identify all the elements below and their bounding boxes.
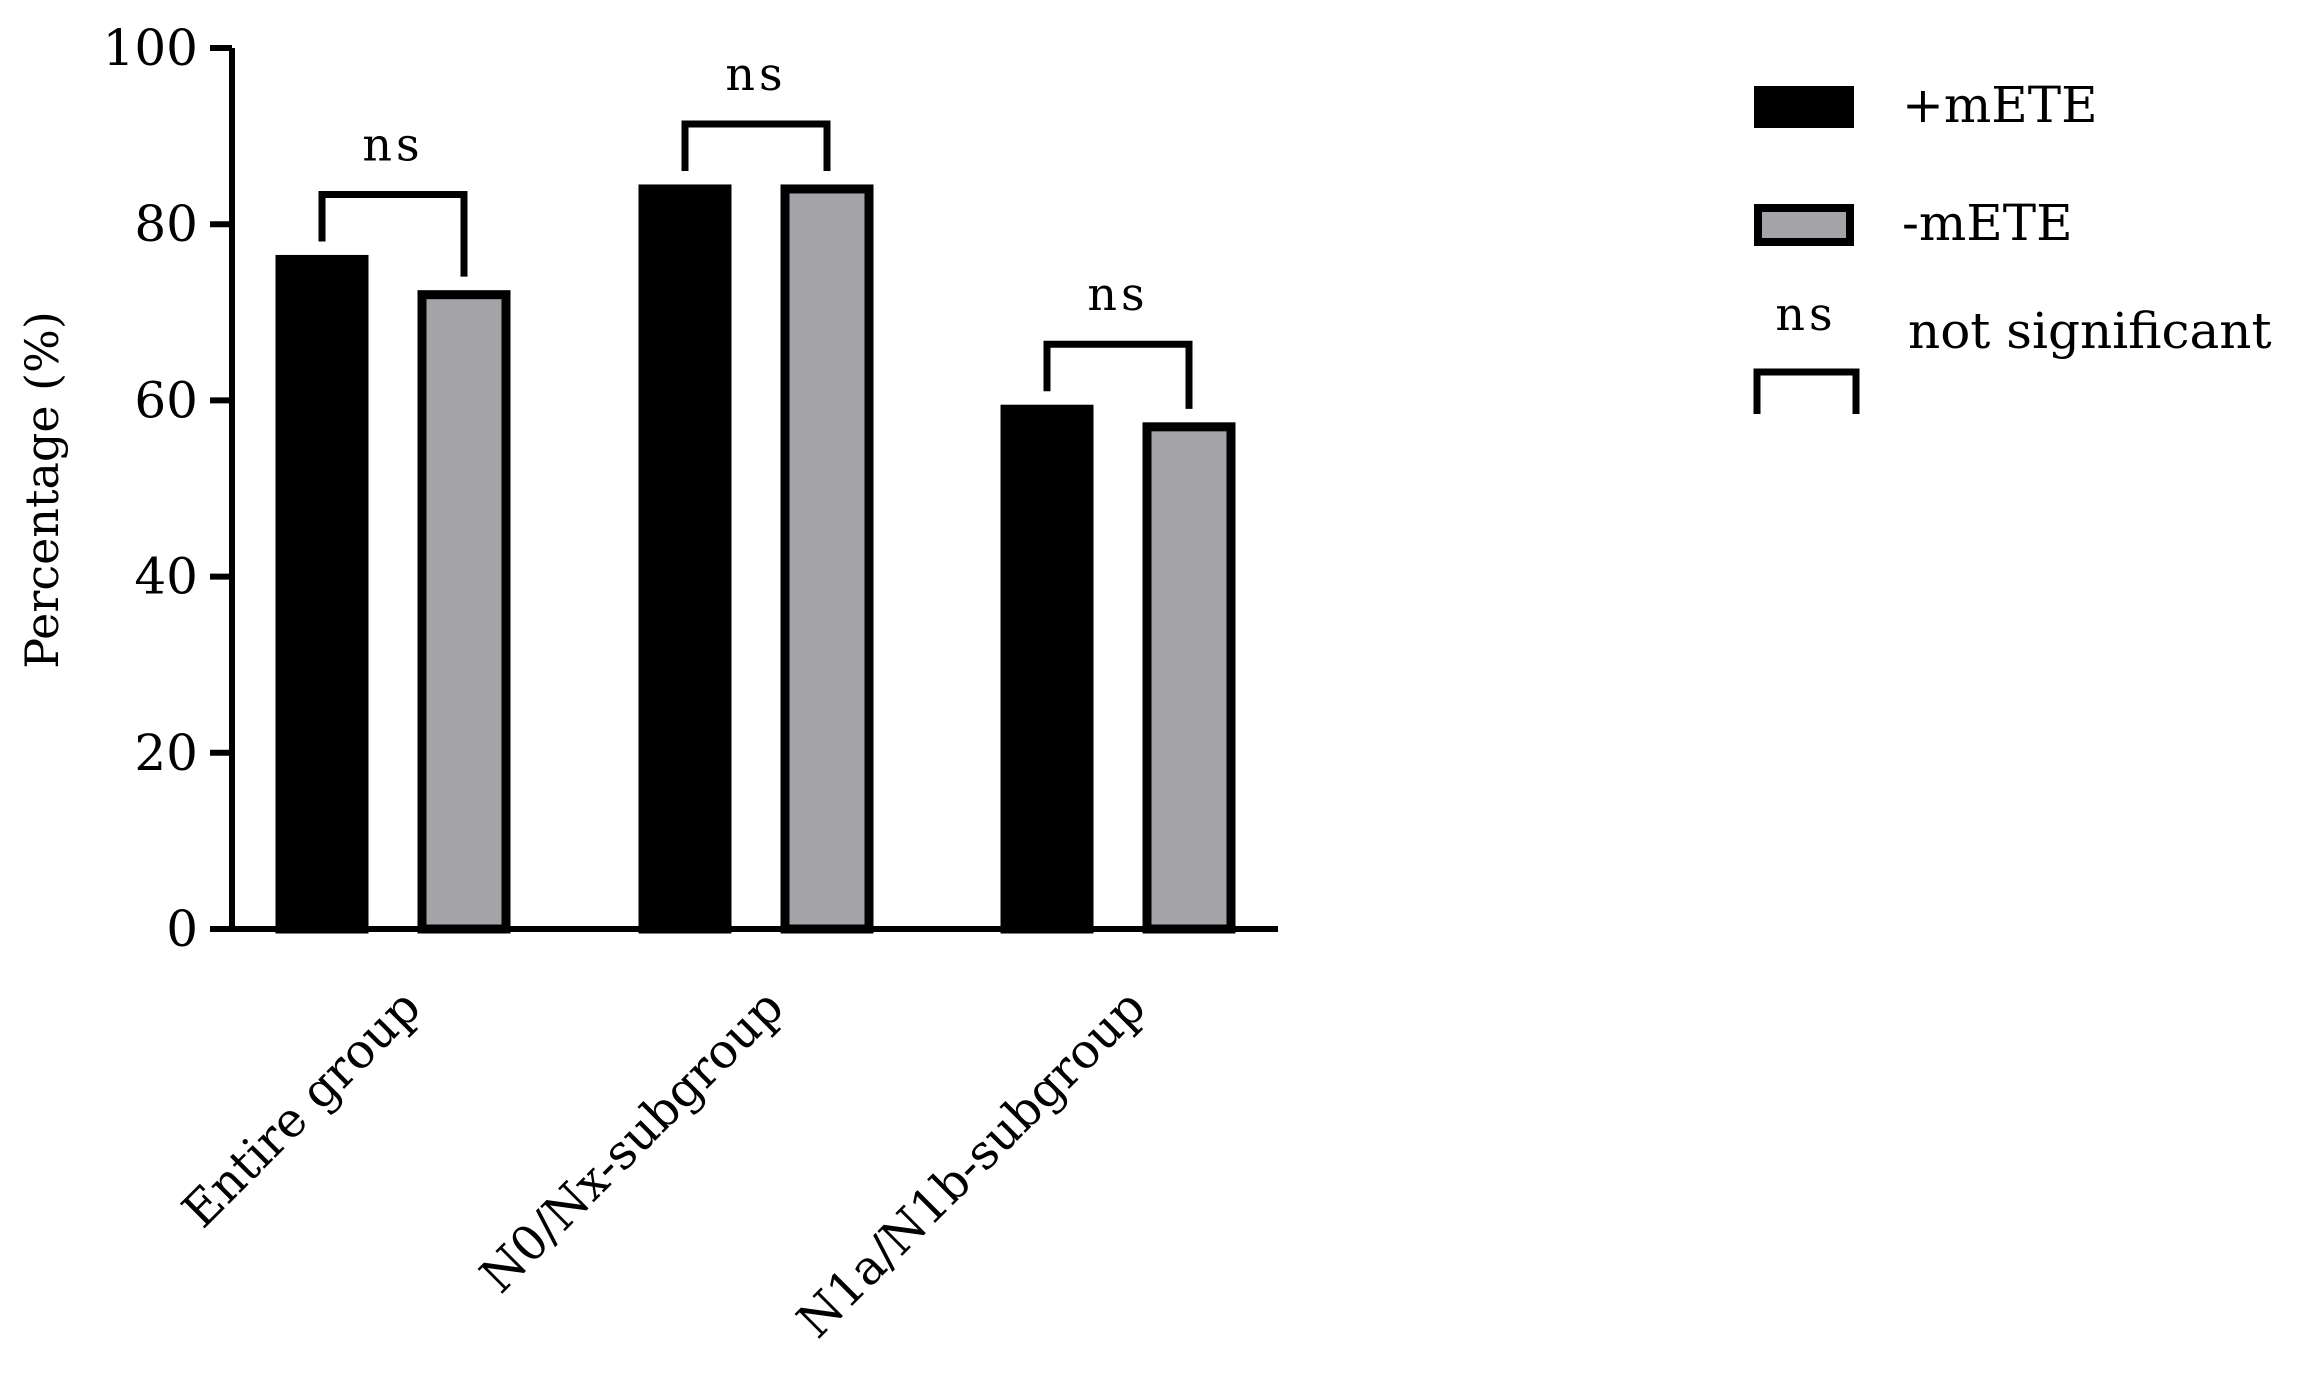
y-tick-label: 0	[166, 900, 198, 958]
significance-label: ns	[1087, 267, 1148, 321]
y-tick-label: 40	[134, 548, 198, 606]
y-tick-label: 60	[134, 371, 198, 429]
significance-label: ns	[362, 117, 423, 171]
legend-label: +mETE	[1902, 76, 2098, 134]
legend-label: -mETE	[1902, 194, 2073, 252]
y-axis: 0 20 40 60 80 100	[103, 19, 235, 958]
bar-minus-mete	[780, 184, 874, 934]
bar-plus-mete	[1000, 404, 1094, 934]
legend-swatch	[1754, 204, 1854, 246]
significance-bracket	[318, 190, 468, 277]
bar-minus-mete	[1142, 422, 1236, 934]
significance-label: ns	[725, 47, 786, 101]
x-tick-label: N0/Nx-subgroup	[469, 979, 794, 1304]
significance-brackets: ns ns ns	[318, 47, 1193, 409]
y-tick-label: 80	[134, 195, 198, 253]
x-axis: Entire group N0/Nx-subgroupN1a/N1b-subgro…	[172, 926, 1278, 1349]
legend-significance-symbol: ns	[1775, 287, 1836, 341]
y-axis-title: Percentage (%)	[15, 311, 69, 669]
legend-swatch	[1754, 86, 1854, 128]
significance-bracket	[681, 120, 831, 171]
bar-minus-mete	[417, 290, 511, 934]
x-tick-label: Entire group	[172, 979, 432, 1239]
legend-bracket-icon	[1753, 368, 1860, 414]
legend-significance-text: not significant	[1908, 302, 2272, 360]
y-tick-label: 100	[103, 19, 198, 77]
bar-plus-mete	[638, 184, 732, 934]
y-tick-label: 20	[134, 724, 198, 782]
legend: +mETE -mETE ns not significant	[1753, 76, 2272, 414]
bar-plus-mete	[275, 254, 369, 934]
significance-bracket	[1043, 340, 1193, 409]
x-tick-label: N1a/N1b-subgroup	[786, 979, 1156, 1349]
